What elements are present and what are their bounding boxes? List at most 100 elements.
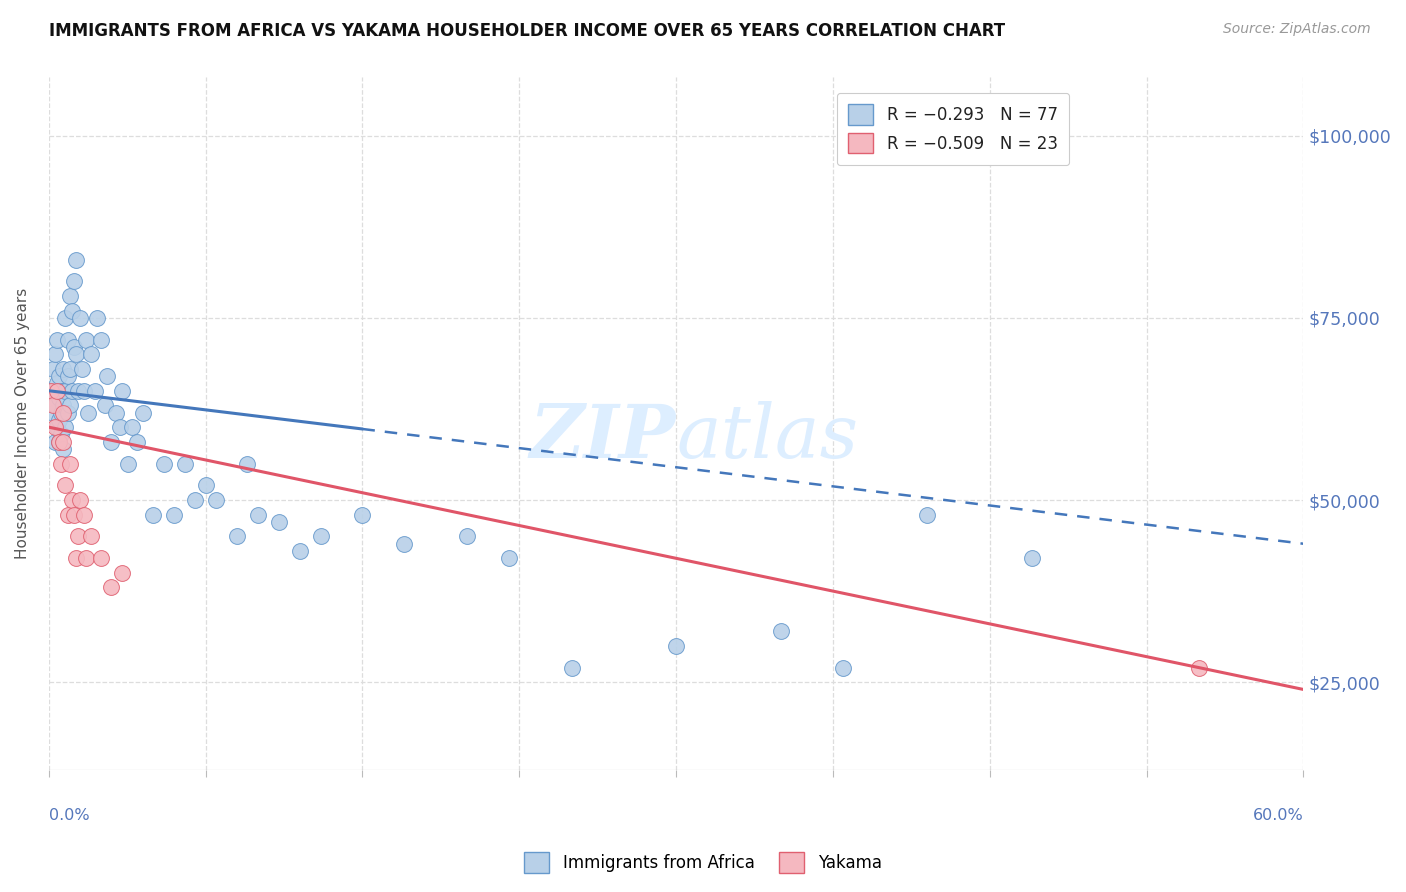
Point [100,581,122,595]
Point [51,384,73,398]
Text: atlas: atlas [676,401,858,474]
Point [59,362,82,376]
Point [39,384,62,398]
Point [48,391,70,405]
Point [51,427,73,442]
Point [56,369,79,384]
Point [52,442,75,456]
Point [69,493,91,508]
Point [132,406,155,420]
Point [42,406,65,420]
Point [44,398,66,412]
Point [52,406,75,420]
Point [79,347,101,361]
Legend: R = −0.293   N = 77, R = −0.509   N = 23: R = −0.293 N = 77, R = −0.509 N = 23 [837,93,1069,165]
Point [226,529,249,543]
Point [60,384,83,398]
Point [173,457,195,471]
Point [42,398,65,412]
Point [65,252,87,267]
Point [79,529,101,543]
Point [55,420,77,434]
Point [111,566,134,580]
Point [44,434,66,449]
Point [73,384,96,398]
Point [267,515,290,529]
Text: Source: ZipAtlas.com: Source: ZipAtlas.com [1223,22,1371,37]
Point [63,275,86,289]
Point [309,529,332,543]
Point [59,398,82,412]
Point [48,369,70,384]
Point [108,420,131,434]
Point [394,537,416,551]
Point [65,551,87,566]
Point [66,384,89,398]
Point [39,384,62,398]
Point [236,457,259,471]
Point [69,310,91,325]
Point [55,310,77,325]
Text: 60.0%: 60.0% [1253,808,1303,823]
Point [352,508,374,522]
Point [498,551,520,566]
Point [56,508,79,522]
Point [55,384,77,398]
Point [152,457,174,471]
Point [86,310,108,325]
Point [63,340,86,354]
Point [194,478,217,492]
Point [70,362,93,376]
Point [104,406,127,420]
Point [205,493,228,508]
Point [75,551,97,566]
Point [42,362,65,376]
Point [96,369,118,384]
Point [46,420,69,434]
Point [75,333,97,347]
Point [52,398,75,412]
Point [48,413,70,427]
Text: 0.0%: 0.0% [49,808,90,823]
Text: IMMIGRANTS FROM AFRICA VS YAKAMA HOUSEHOLDER INCOME OVER 65 YEARS CORRELATION CH: IMMIGRANTS FROM AFRICA VS YAKAMA HOUSEHO… [49,22,1005,40]
Legend: Immigrants from Africa, Yakama: Immigrants from Africa, Yakama [517,846,889,880]
Point [46,384,69,398]
Point [55,478,77,492]
Point [142,508,165,522]
Point [246,508,269,522]
Point [111,384,134,398]
Point [46,333,69,347]
Point [44,420,66,434]
Point [125,434,148,449]
Point [63,508,86,522]
Point [117,457,139,471]
Point [77,406,100,420]
Point [59,457,82,471]
Point [56,333,79,347]
Point [73,508,96,522]
Point [65,347,87,361]
Point [51,457,73,471]
Point [59,289,82,303]
Point [915,508,938,522]
Point [83,384,105,398]
Point [1188,660,1211,674]
Point [121,420,143,434]
Point [184,493,207,508]
Point [163,508,186,522]
Text: ZIP: ZIP [530,401,676,474]
Point [665,639,688,653]
Point [100,434,122,449]
Point [46,376,69,391]
Point [769,624,792,639]
Point [90,551,112,566]
Point [48,434,70,449]
Point [832,660,855,674]
Point [44,347,66,361]
Point [60,493,83,508]
Point [52,434,75,449]
Point [288,544,311,558]
Point [66,529,89,543]
Point [51,406,73,420]
Point [94,398,117,412]
